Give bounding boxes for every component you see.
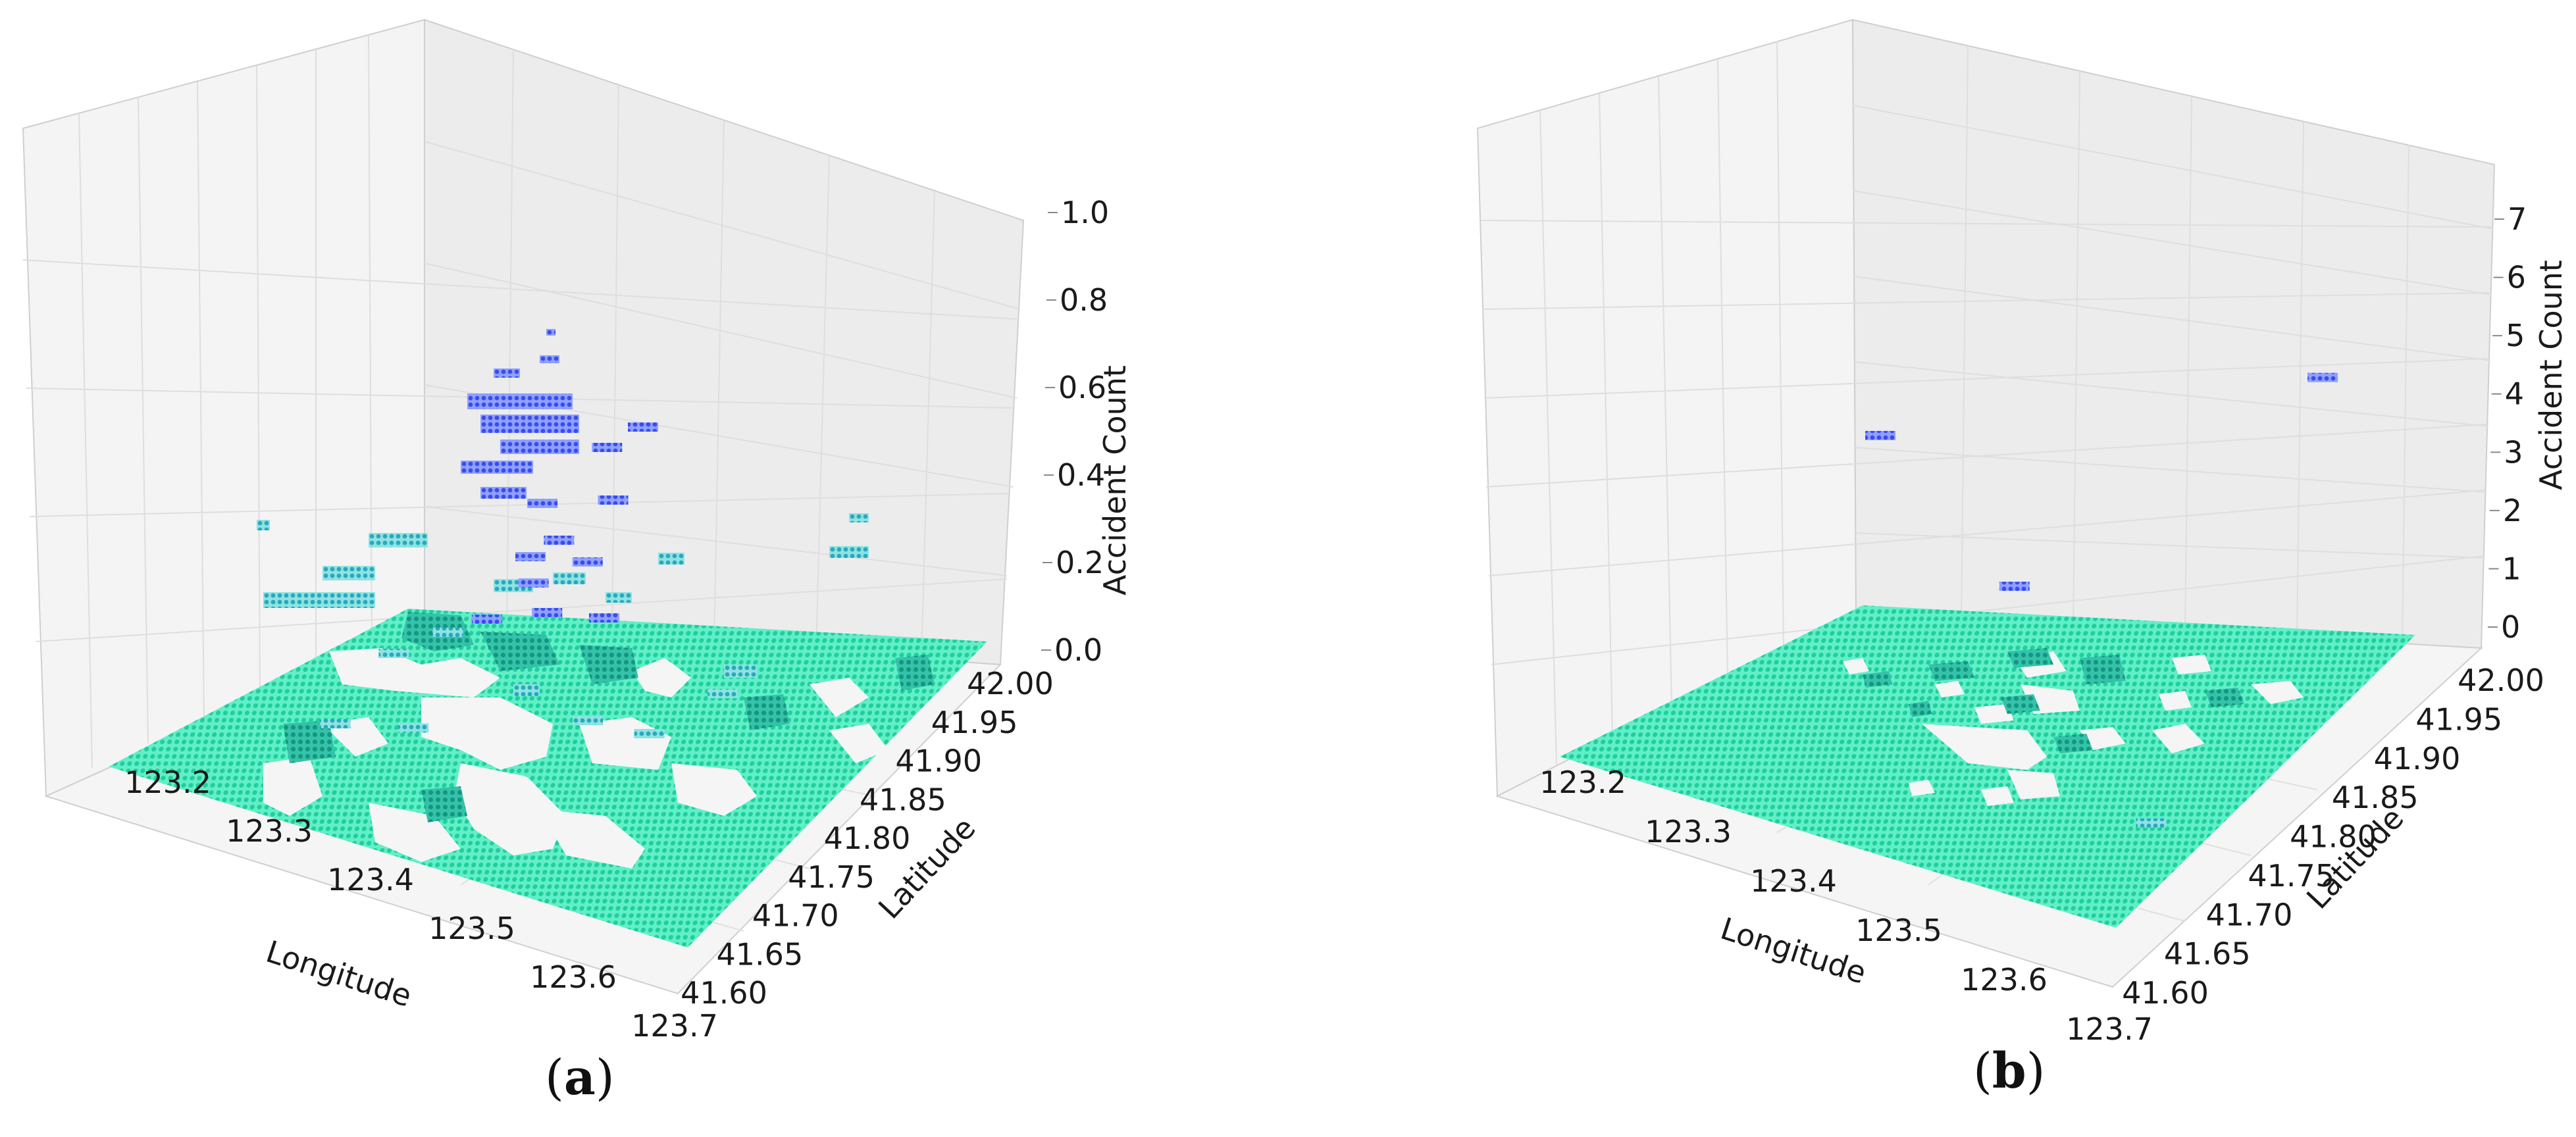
y-tick-label: 41.75 [2248,858,2334,894]
data-point [532,608,563,617]
y-tick-label: 41.70 [2206,897,2293,932]
data-point [527,499,558,508]
data-point [2307,372,2338,382]
y-tick-label: 41.65 [2164,936,2251,972]
z-tick-label: 1 [2502,551,2521,586]
y-tick-label: 41.65 [717,936,804,972]
x-tick-label: 123.4 [1750,863,1837,899]
panel-a-base-surface [109,609,987,948]
z-tick-label: 6 [2507,260,2526,295]
data-point [572,557,603,567]
panel-a-points [320,422,738,738]
data-point [320,719,351,728]
panel-b-grid [1480,41,2494,767]
data-point [378,649,409,658]
z-tick-label: 2 [2503,493,2522,528]
x-tick-label: 123.5 [428,911,515,946]
panel-b-xlabel: Longitude [1716,911,1870,991]
data-point [573,716,604,725]
data-point [634,729,665,738]
panel-a-caption-letter: a [563,1049,596,1106]
z-tick-label: 0.2 [1056,545,1104,580]
y-tick-label: 41.85 [2332,780,2419,815]
y-tick-label: 42.00 [967,666,1054,701]
z-tick-label: 0.0 [1054,632,1102,668]
y-tick-label: 42.00 [2458,663,2544,698]
panel-b-z-ticks: 0 1 2 3 4 5 6 7 [2488,201,2527,645]
z-tick-label: 0.4 [1057,457,1105,493]
panel-b-back-wall [1851,18,2496,649]
data-point [592,443,623,452]
x-tick-label: 123.7 [631,1008,718,1044]
data-point [2136,818,2167,828]
panel-a-plot: 0.00.20.40.60.81.0 Accident Count 123.21… [22,18,1133,1044]
data-point [628,422,658,432]
z-tick-label: 1.0 [1061,195,1109,230]
y-tick-label: 41.60 [681,975,767,1011]
y-tick-label: 41.95 [931,705,1018,740]
data-point [1865,430,1896,440]
y-tick-label: 41.90 [895,744,982,779]
panel-a-back-wall [424,18,1025,666]
x-tick-label: 123.4 [327,862,414,897]
panel-a-xlabel: Longitude [262,934,416,1014]
panel-b-x-ticks: 123.2 123.3 123.4 123.5 123.6 123.7 [1539,765,2153,1047]
x-tick-label: 123.2 [124,765,211,800]
z-tick-label: 3 [2504,434,2523,470]
y-tick-label: 41.70 [752,898,839,934]
panel-b-caption-letter: b [1992,1043,2026,1099]
data-point [589,613,619,622]
y-tick-label: 41.80 [824,821,911,856]
data-point [598,495,629,505]
x-tick-label: 123.6 [530,959,617,995]
panel-b-zlabel: Accident Count [2533,260,2569,490]
panel-b-caption: (b) [1973,1043,2046,1099]
x-tick-label: 123.6 [1961,962,2048,998]
panel-b-points [1865,372,2338,828]
x-tick-label: 123.3 [1645,814,1732,849]
panel-a-zlabel: Accident Count [1097,365,1133,595]
z-tick-label: 0.8 [1060,282,1108,318]
y-tick-label: 41.95 [2415,701,2502,737]
z-tick-label: 4 [2505,376,2524,412]
data-point [515,552,546,561]
z-tick-label: 0.6 [1058,370,1106,405]
data-point [1999,582,2030,592]
panel-b-dense-clusters [1863,648,2244,753]
y-tick-label: 41.60 [2122,975,2209,1011]
panel-a-z-ticks: 0.0 0.2 0.4 0.6 0.8 1.0 [1041,195,1109,668]
y-tick-label: 41.75 [788,859,875,895]
data-point [518,578,549,588]
data-point [471,615,502,624]
panel-a-x-ticks: 123.2 123.3 123.4 123.5 123.6 123.7 [124,765,718,1044]
data-point [708,689,738,698]
y-tick-label: 41.80 [2290,819,2377,855]
y-tick-label: 41.85 [860,782,946,817]
data-point [544,536,575,545]
data-point [432,628,463,637]
x-tick-label: 123.3 [226,813,313,849]
data-point [398,723,429,733]
panel-a-dense-clusters [283,612,935,822]
z-tick-label: 5 [2506,318,2525,353]
z-tick-label: 0 [2501,609,2520,645]
y-tick-label: 41.90 [2374,741,2461,776]
panel-a-caption: (a) [545,1049,615,1106]
x-tick-label: 123.2 [1539,765,1626,800]
z-tick-label: 7 [2508,201,2527,237]
x-tick-label: 123.7 [2066,1011,2153,1047]
panel-b-base-surface [1560,605,2415,928]
panel-a-high-cells [461,329,579,499]
x-tick-label: 123.5 [1855,913,1942,948]
